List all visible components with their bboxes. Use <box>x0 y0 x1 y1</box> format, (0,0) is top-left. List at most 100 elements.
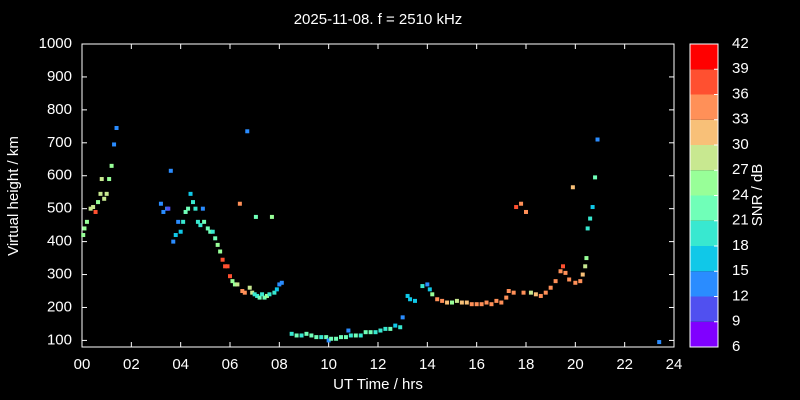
point <box>215 242 220 247</box>
point <box>454 298 459 303</box>
point <box>81 233 86 238</box>
point <box>427 287 432 292</box>
point <box>104 191 109 196</box>
point <box>548 285 553 290</box>
point <box>195 219 200 224</box>
point <box>265 293 269 298</box>
x-tick-label: 00 <box>74 356 91 373</box>
point <box>112 142 117 147</box>
point <box>88 206 93 211</box>
point <box>464 300 469 305</box>
x-tick-label: 08 <box>271 356 288 373</box>
point <box>274 287 279 292</box>
y-tick-label: 900 <box>47 68 72 85</box>
point <box>459 300 464 305</box>
point <box>319 335 324 340</box>
point <box>469 302 474 307</box>
x-tick-label: 16 <box>468 356 485 373</box>
point <box>252 292 257 297</box>
y-tick-label: 700 <box>47 134 72 151</box>
point <box>299 333 304 338</box>
colorbar-bin <box>690 119 718 145</box>
y-tick-label: 600 <box>47 167 72 184</box>
colorbar-bin <box>690 94 718 120</box>
point <box>260 292 265 297</box>
point <box>514 205 519 210</box>
point <box>210 229 215 234</box>
colorbar-tick-label: 15 <box>732 262 749 279</box>
point <box>588 216 593 221</box>
point <box>272 290 277 295</box>
colorbar-tick-label: 36 <box>732 85 749 102</box>
point <box>198 223 203 228</box>
point <box>657 340 662 345</box>
point <box>450 300 454 305</box>
point <box>573 280 578 285</box>
x-tick-label: 24 <box>666 356 683 373</box>
point <box>168 168 173 173</box>
point <box>98 191 103 196</box>
y-tick-label: 500 <box>47 200 72 217</box>
point <box>84 219 89 224</box>
point <box>368 330 373 335</box>
colorbar-tick-label: 33 <box>732 111 749 128</box>
point <box>230 279 235 284</box>
colorbar-bin <box>690 246 718 272</box>
x-axis-label: UT Time / hrs <box>333 376 423 393</box>
y-tick-label: 200 <box>47 298 72 315</box>
point <box>585 226 590 231</box>
colorbar-tick-label: 30 <box>732 136 749 153</box>
point <box>181 219 186 224</box>
point <box>304 331 309 336</box>
y-tick-label: 300 <box>47 266 72 283</box>
point <box>188 191 193 196</box>
point <box>553 279 558 284</box>
point <box>267 292 272 297</box>
point <box>499 300 504 305</box>
point <box>202 219 207 224</box>
point <box>218 249 223 254</box>
point <box>255 293 260 298</box>
point <box>346 328 351 333</box>
point <box>504 295 509 300</box>
point <box>363 330 368 335</box>
point <box>593 175 598 180</box>
colorbar-tick-label: 24 <box>732 186 749 203</box>
point <box>383 326 388 331</box>
colorbar-bin <box>690 44 718 70</box>
point <box>511 290 516 295</box>
colorbar-bin <box>690 220 718 246</box>
point <box>521 290 526 295</box>
point <box>309 333 314 338</box>
point <box>326 338 331 343</box>
point <box>420 284 425 289</box>
colorbar-tick-label: 18 <box>732 237 749 254</box>
point <box>176 219 181 224</box>
point <box>257 295 262 300</box>
point <box>262 295 267 300</box>
colorbar-tick-label: 21 <box>732 212 749 229</box>
point <box>220 257 225 262</box>
point <box>584 256 589 261</box>
colorbar-tick-label: 9 <box>732 313 740 330</box>
point <box>329 336 334 341</box>
point <box>563 270 568 275</box>
point <box>324 335 329 340</box>
point <box>533 292 538 297</box>
point <box>388 326 393 331</box>
point <box>339 335 343 340</box>
point <box>567 277 572 282</box>
point <box>373 330 378 335</box>
point <box>558 269 563 274</box>
point <box>208 229 213 234</box>
point <box>506 289 511 294</box>
y-tick-label: 1000 <box>39 35 72 52</box>
point <box>378 328 383 333</box>
point <box>158 201 163 206</box>
point <box>237 201 242 206</box>
point <box>524 209 528 214</box>
point <box>348 333 353 338</box>
point <box>479 302 484 307</box>
point <box>578 279 583 284</box>
